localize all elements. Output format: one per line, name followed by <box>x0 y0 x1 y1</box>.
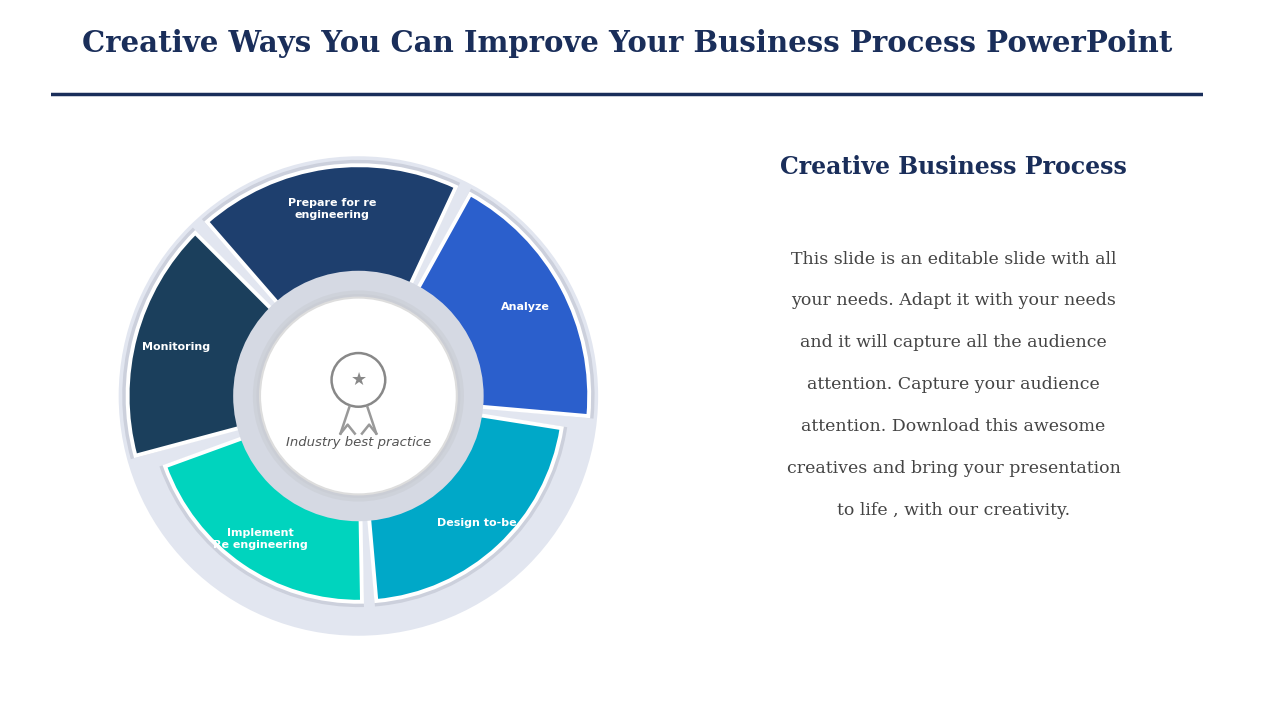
Text: to life , with our creativity.: to life , with our creativity. <box>837 502 1070 518</box>
Circle shape <box>253 290 463 502</box>
Text: Industry best practice: Industry best practice <box>285 436 431 449</box>
Text: your needs. Adapt it with your needs: your needs. Adapt it with your needs <box>791 292 1116 310</box>
Text: Creative Ways You Can Improve Your Business Process PowerPoint: Creative Ways You Can Improve Your Busin… <box>82 30 1172 58</box>
Text: attention. Capture your audience: attention. Capture your audience <box>808 376 1100 393</box>
Wedge shape <box>207 165 456 305</box>
Wedge shape <box>369 415 562 601</box>
Wedge shape <box>413 189 594 418</box>
Text: attention. Download this awesome: attention. Download this awesome <box>801 418 1106 435</box>
Text: creatives and bring your presentation: creatives and bring your presentation <box>787 460 1120 477</box>
Text: Design to-be: Design to-be <box>436 518 517 528</box>
Text: Monitoring: Monitoring <box>142 342 210 352</box>
Text: Creative Business Process: Creative Business Process <box>781 155 1126 179</box>
Text: and it will capture all the audience: and it will capture all the audience <box>800 334 1107 351</box>
Circle shape <box>260 297 457 495</box>
Text: This slide is an editable slide with all: This slide is an editable slide with all <box>791 251 1116 268</box>
Wedge shape <box>128 233 273 456</box>
Text: Prepare for re
engineering: Prepare for re engineering <box>288 198 376 220</box>
Wedge shape <box>367 413 567 606</box>
Text: Implement
Re engineering: Implement Re engineering <box>212 528 307 550</box>
Wedge shape <box>165 437 362 602</box>
Wedge shape <box>417 194 589 416</box>
Text: ★: ★ <box>351 371 366 389</box>
Circle shape <box>233 271 484 521</box>
Wedge shape <box>160 435 364 607</box>
Text: Analyze: Analyze <box>500 302 549 312</box>
Wedge shape <box>202 160 460 310</box>
Circle shape <box>256 294 461 498</box>
Circle shape <box>119 156 598 636</box>
Wedge shape <box>123 228 278 459</box>
